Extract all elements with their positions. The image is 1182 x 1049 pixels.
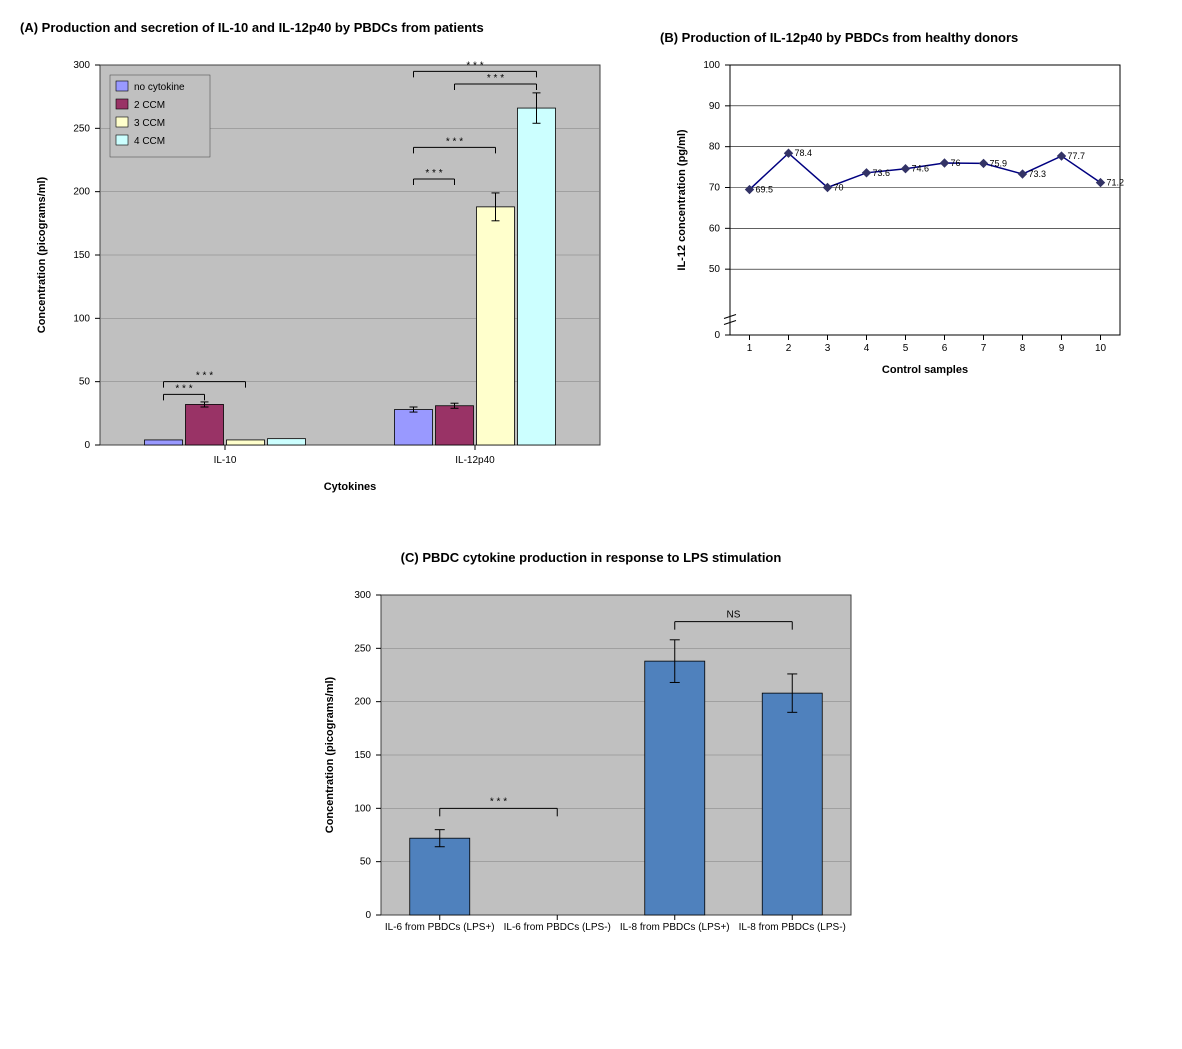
svg-text:5: 5 xyxy=(903,343,909,354)
svg-text:* * *: * * * xyxy=(490,796,507,807)
svg-text:80: 80 xyxy=(709,142,721,153)
svg-text:9: 9 xyxy=(1059,343,1065,354)
svg-text:IL-8 from PBDCs (LPS-): IL-8 from PBDCs (LPS-) xyxy=(739,922,846,933)
svg-text:50: 50 xyxy=(709,264,721,275)
svg-text:* * *: * * * xyxy=(487,73,504,84)
chart-a-panel: (A) Production and secretion of IL-10 an… xyxy=(20,20,620,510)
svg-text:Control samples: Control samples xyxy=(882,364,968,376)
svg-text:150: 150 xyxy=(73,250,90,261)
svg-text:0: 0 xyxy=(714,330,720,341)
svg-text:no cytokine: no cytokine xyxy=(134,82,185,93)
svg-text:69.5: 69.5 xyxy=(756,185,774,195)
svg-text:* * *: * * * xyxy=(466,60,483,71)
svg-text:IL-12 concentration (pg/ml): IL-12 concentration (pg/ml) xyxy=(676,129,688,271)
svg-text:78.4: 78.4 xyxy=(795,148,813,158)
svg-text:4: 4 xyxy=(864,343,870,354)
svg-text:* * *: * * * xyxy=(196,371,213,382)
svg-text:6: 6 xyxy=(942,343,948,354)
chart-c-svg: 0 50 100 150 200 250 300 IL-6 from PBDCs (LPS+)… xyxy=(311,575,871,955)
svg-text:73.6: 73.6 xyxy=(873,168,891,178)
svg-text:250: 250 xyxy=(354,643,371,654)
svg-text:1: 1 xyxy=(747,343,753,354)
svg-text:300: 300 xyxy=(354,590,371,601)
svg-text:IL-12p40: IL-12p40 xyxy=(455,455,495,466)
svg-text:200: 200 xyxy=(354,697,371,708)
svg-text:2: 2 xyxy=(786,343,792,354)
svg-text:4 CCM: 4 CCM xyxy=(134,136,165,147)
chart-b-title: (B) Production of IL-12p40 by PBDCs from… xyxy=(660,30,1140,45)
svg-text:NS: NS xyxy=(727,610,741,621)
svg-text:90: 90 xyxy=(709,101,721,112)
svg-text:IL-10: IL-10 xyxy=(214,455,237,466)
svg-text:150: 150 xyxy=(354,750,371,761)
svg-text:3: 3 xyxy=(825,343,831,354)
svg-text:Cytokines: Cytokines xyxy=(324,481,377,493)
svg-text:77.7: 77.7 xyxy=(1068,151,1086,161)
svg-text:Concentration (picograms/ml): Concentration (picograms/ml) xyxy=(36,176,48,333)
svg-text:100: 100 xyxy=(73,313,90,324)
svg-text:10: 10 xyxy=(1095,343,1107,354)
svg-text:3 CCM: 3 CCM xyxy=(134,118,165,129)
svg-text:75.9: 75.9 xyxy=(990,158,1008,168)
svg-text:300: 300 xyxy=(73,60,90,71)
svg-text:7: 7 xyxy=(981,343,987,354)
chart-b-svg: 50 60 70 80 90 100 0 69.5 1 78.4 2 70 3 73.6 4 74.6 5 76 6… xyxy=(660,55,1140,385)
chart-a-title: (A) Production and secretion of IL-10 an… xyxy=(20,20,620,35)
svg-text:100: 100 xyxy=(703,60,720,71)
svg-text:* * *: * * * xyxy=(175,383,192,394)
svg-text:* * *: * * * xyxy=(425,168,442,179)
svg-text:2 CCM: 2 CCM xyxy=(134,100,165,111)
svg-text:IL-8 from PBDCs (LPS+): IL-8 from PBDCs (LPS+) xyxy=(620,922,730,933)
svg-text:Concentration (picograms/ml): Concentration (picograms/ml) xyxy=(324,676,336,833)
svg-text:74.6: 74.6 xyxy=(912,164,930,174)
svg-text:76: 76 xyxy=(951,158,961,168)
svg-text:8: 8 xyxy=(1020,343,1026,354)
svg-text:70: 70 xyxy=(709,183,721,194)
chart-c-panel: (C) PBDC cytokine production in response… xyxy=(311,550,871,960)
svg-text:100: 100 xyxy=(354,803,371,814)
svg-text:IL-6 from PBDCs (LPS+): IL-6 from PBDCs (LPS+) xyxy=(385,922,495,933)
svg-text:50: 50 xyxy=(79,377,91,388)
chart-c-title: (C) PBDC cytokine production in response… xyxy=(311,550,871,565)
svg-text:60: 60 xyxy=(709,223,721,234)
svg-text:70: 70 xyxy=(834,183,844,193)
svg-text:50: 50 xyxy=(360,857,372,868)
svg-text:0: 0 xyxy=(365,910,371,921)
svg-text:71.2: 71.2 xyxy=(1107,178,1125,188)
svg-text:73.3: 73.3 xyxy=(1029,169,1047,179)
svg-text:200: 200 xyxy=(73,187,90,198)
chart-b-panel: (B) Production of IL-12p40 by PBDCs from… xyxy=(660,30,1140,390)
svg-text:250: 250 xyxy=(73,123,90,134)
svg-text:IL-6 from PBDCs (LPS-): IL-6 from PBDCs (LPS-) xyxy=(504,922,611,933)
svg-text:0: 0 xyxy=(84,440,90,451)
chart-a-svg: 0 50 100 150 200 250 300 IL-10 IL-12p40 Cytokines… xyxy=(20,45,620,505)
svg-text:* * *: * * * xyxy=(446,136,463,147)
